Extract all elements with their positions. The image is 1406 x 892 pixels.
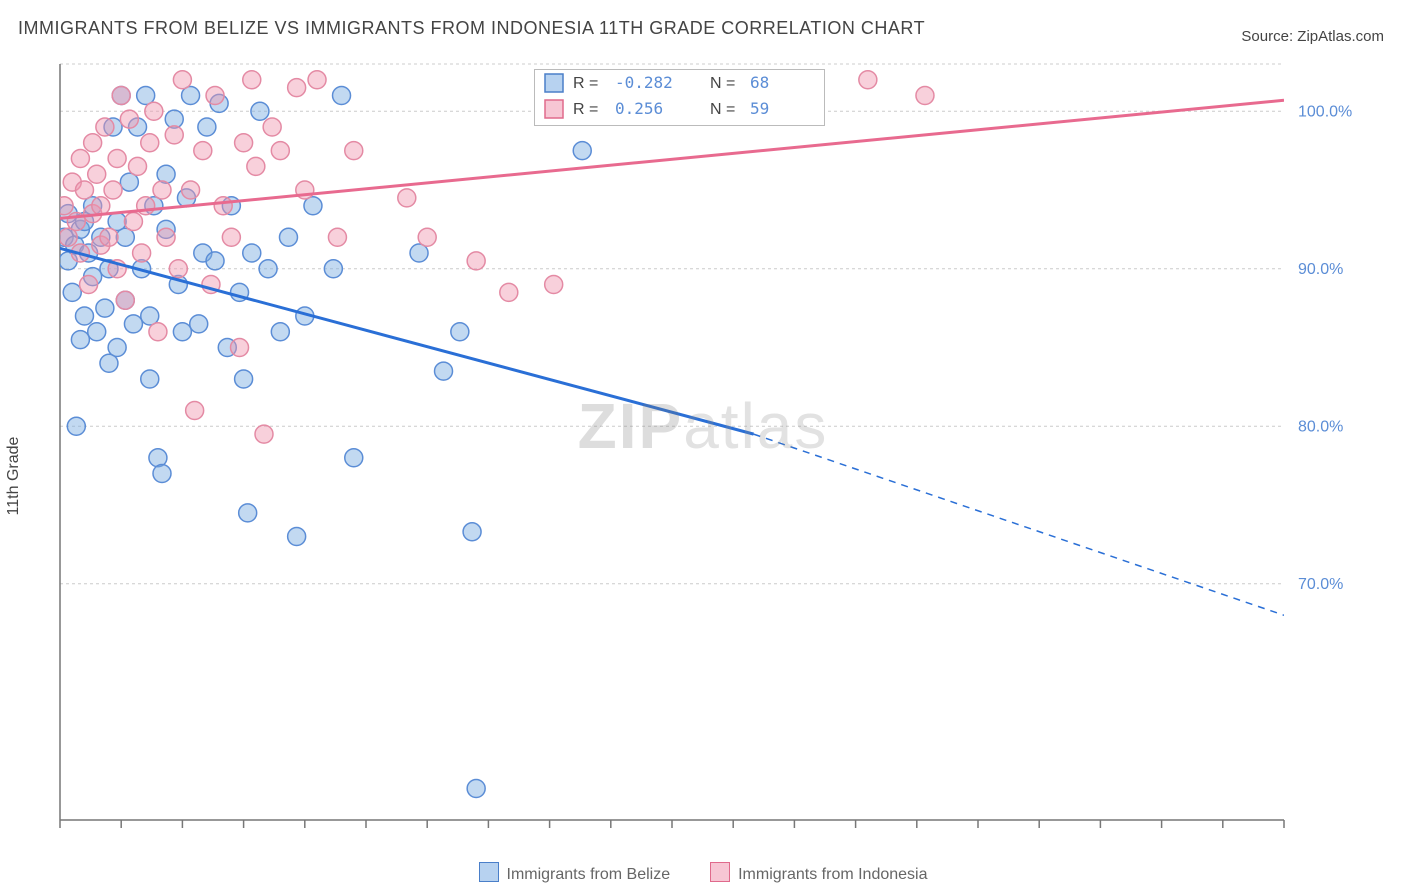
svg-text:90.0%: 90.0% [1298,261,1343,278]
svg-text:-0.282: -0.282 [615,73,673,92]
svg-text:15.0%: 15.0% [1309,839,1354,840]
svg-text:59: 59 [750,99,769,118]
scatter-plot: 70.0% 80.0% 90.0% 100.0% 0.0% 15.0% R = -0.282… [0,60,1406,840]
legend-swatch [710,862,730,882]
bottom-legend-item: Immigrants from Indonesia [710,862,927,884]
legend-label: Immigrants from Indonesia [738,866,927,883]
svg-text:R =: R = [573,101,598,118]
svg-text:100.0%: 100.0% [1298,103,1352,120]
svg-text:N =: N = [710,75,735,92]
svg-text:70.0%: 70.0% [1298,576,1343,593]
svg-text:R =: R = [573,75,598,92]
svg-text:80.0%: 80.0% [1298,418,1343,435]
bottom-legend: Immigrants from Belize Immigrants from In… [0,862,1406,884]
chart-area: 11th Grade ZIPatlas 70.0%80.0%90.0%100.0… [0,60,1406,892]
source-name: ZipAtlas.com [1297,28,1384,45]
bottom-legend-item: Immigrants from Belize [479,862,671,884]
legend-swatch [479,862,499,882]
source-credit: Source: ZipAtlas.com [1241,28,1384,45]
svg-text:68: 68 [750,73,769,92]
source-label: Source: [1241,28,1297,45]
legend-label: Immigrants from Belize [507,866,671,883]
svg-text:N =: N = [710,101,735,118]
chart-title: IMMIGRANTS FROM BELIZE VS IMMIGRANTS FRO… [18,18,925,39]
svg-text:0.0%: 0.0% [56,839,92,840]
y-axis-label: 11th Grade [5,437,23,516]
svg-text:0.256: 0.256 [615,99,663,118]
